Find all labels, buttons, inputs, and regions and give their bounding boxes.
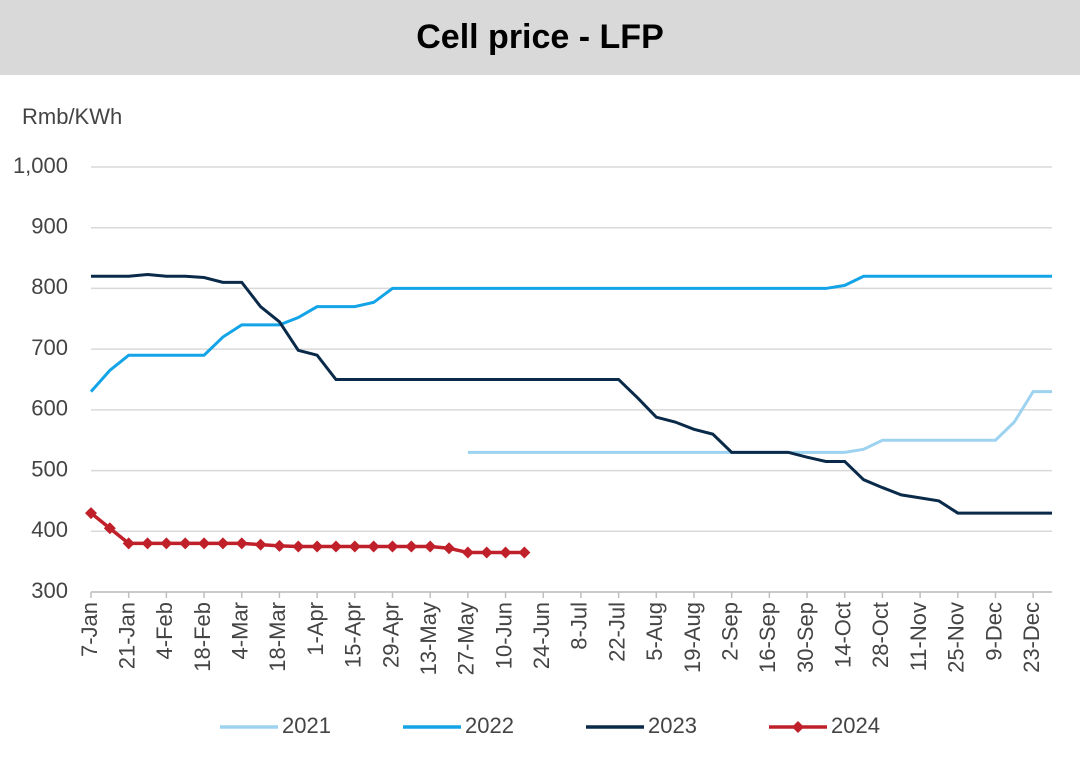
x-tick-label: 14-Oct (831, 602, 856, 668)
x-tick-label: 8-Jul (567, 602, 592, 650)
x-tick-label: 27-May (454, 602, 479, 675)
x-tick-label: 5-Aug (642, 602, 667, 661)
point-marker (216, 537, 229, 550)
line-series (91, 272, 1052, 515)
chart-title: Cell price - LFP (416, 18, 664, 56)
point-marker (443, 542, 456, 555)
point-marker (122, 537, 135, 550)
line-series (467, 390, 1052, 454)
point-marker (179, 537, 192, 550)
point-marker (273, 539, 286, 552)
x-tick-label: 24-Jun (529, 602, 554, 669)
y-tick-label: 300 (31, 578, 68, 603)
x-tick-label: 21-Jan (114, 602, 139, 669)
point-marker (103, 522, 116, 535)
x-tick-label: 1-Apr (303, 602, 328, 656)
point-marker (386, 540, 399, 553)
line-series (89, 274, 1052, 393)
x-tick-label: 29-Apr (378, 602, 403, 668)
x-tick-label: 30-Sep (793, 602, 818, 673)
y-tick-label: 600 (31, 396, 68, 421)
x-tick-label: 18-Feb (190, 602, 215, 672)
point-marker (329, 540, 342, 553)
legend-label: 2024 (831, 713, 880, 738)
x-tick-label: 4-Feb (152, 602, 177, 659)
point-marker (424, 540, 437, 553)
x-tick-label: 18-Mar (265, 602, 290, 672)
x-tick-label: 23-Dec (1019, 602, 1044, 673)
x-tick-label: 15-Apr (341, 602, 366, 668)
x-tick-label: 19-Aug (680, 602, 705, 673)
x-tick-label: 22-Jul (604, 602, 629, 662)
point-marker (499, 546, 512, 559)
title-bar (0, 0, 1080, 75)
x-tick-label: 4-Mar (228, 602, 253, 659)
y-tick-label: 1,000 (13, 153, 68, 178)
point-marker (461, 546, 474, 559)
point-marker (85, 507, 97, 520)
y-tick-label: 400 (31, 517, 68, 542)
point-marker (348, 540, 361, 553)
point-marker (292, 540, 305, 553)
y-tick-label: 700 (31, 335, 68, 360)
legend-label: 2022 (465, 713, 514, 738)
point-marker (235, 537, 248, 550)
point-marker (480, 546, 493, 559)
point-marker (160, 537, 173, 550)
legend-marker (792, 721, 804, 733)
x-tick-label: 7-Jan (77, 602, 102, 657)
point-marker (141, 537, 154, 550)
y-tick-label: 900 (31, 214, 68, 239)
point-marker (367, 540, 380, 553)
point-marker (405, 540, 418, 553)
x-tick-label: 25-Nov (944, 602, 969, 673)
point-marker (311, 540, 324, 553)
x-tick-label: 13-May (416, 602, 441, 675)
point-marker (198, 537, 211, 550)
x-tick-label: 28-Oct (868, 602, 893, 668)
x-tick-label: 9-Dec (981, 602, 1006, 661)
point-marker (254, 538, 267, 551)
y-tick-label: 500 (31, 456, 68, 481)
x-tick-label: 10-Jun (491, 602, 516, 669)
line-series (89, 511, 525, 555)
legend-label: 2021 (282, 713, 331, 738)
y-axis-label: Rmb/KWh (22, 104, 122, 129)
y-tick-label: 800 (31, 274, 68, 299)
x-tick-label: 2-Sep (717, 602, 742, 661)
x-tick-label: 16-Sep (755, 602, 780, 673)
point-marker (518, 546, 531, 559)
legend-label: 2023 (648, 713, 697, 738)
x-tick-label: 11-Nov (906, 602, 931, 671)
